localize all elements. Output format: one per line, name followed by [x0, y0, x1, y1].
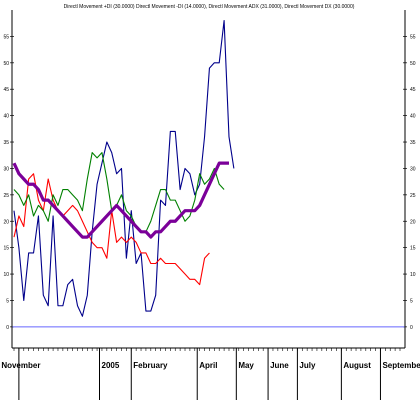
- x-tick-label: November: [1, 361, 40, 370]
- y-tick-label-right: 5: [410, 298, 413, 304]
- series-layer: [12, 20, 235, 317]
- y-tick-label-left: 10: [3, 272, 9, 278]
- y-tick-label-left: 35: [3, 140, 9, 146]
- y-tick-label-left: 5: [6, 298, 9, 304]
- chart-title: Directl Movement +DI (30.0000) Directl M…: [64, 4, 355, 10]
- x-tick-label: July: [299, 361, 316, 370]
- y-tick-label-left: 20: [3, 219, 9, 225]
- y-tick-label-right: 55: [410, 34, 416, 40]
- x-tick-label: September: [382, 361, 420, 370]
- y-tick-label-left: 55: [3, 34, 9, 40]
- series-line-2: [13, 152, 225, 233]
- y-tick-label-right: 45: [410, 87, 416, 93]
- y-tick-label-right: 15: [410, 246, 416, 252]
- y-tick-label-right: 25: [410, 193, 416, 199]
- x-tick-label: April: [199, 361, 217, 370]
- y-tick-label-right: 10: [410, 272, 416, 278]
- x-tick-label: 2005: [102, 361, 120, 370]
- y-tick-label-left: 0: [6, 325, 9, 331]
- x-axis: November 2005 February April May June July Augu…: [1, 348, 420, 400]
- y-tick-label-right: 40: [410, 114, 416, 120]
- series-line-3: [12, 161, 229, 239]
- y-tick-label-right: 0: [410, 325, 413, 331]
- y-tick-label-left: 30: [3, 166, 9, 172]
- x-tick-label: February: [133, 361, 168, 370]
- y-tick-label-right: 35: [410, 140, 416, 146]
- y-tick-label-right: 20: [410, 219, 416, 225]
- x-tick-label: August: [343, 361, 371, 370]
- y-tick-label-left: 25: [3, 193, 9, 199]
- y-tick-label-left: 50: [3, 61, 9, 67]
- x-tick-label: June: [270, 361, 289, 370]
- y-tick-label-right: 30: [410, 166, 416, 172]
- x-tick-label: May: [238, 361, 254, 370]
- y-tick-label-right: 50: [410, 61, 416, 67]
- y-tick-label-left: 40: [3, 114, 9, 120]
- y-tick-label-left: 15: [3, 246, 9, 252]
- y-tick-label-left: 45: [3, 87, 9, 93]
